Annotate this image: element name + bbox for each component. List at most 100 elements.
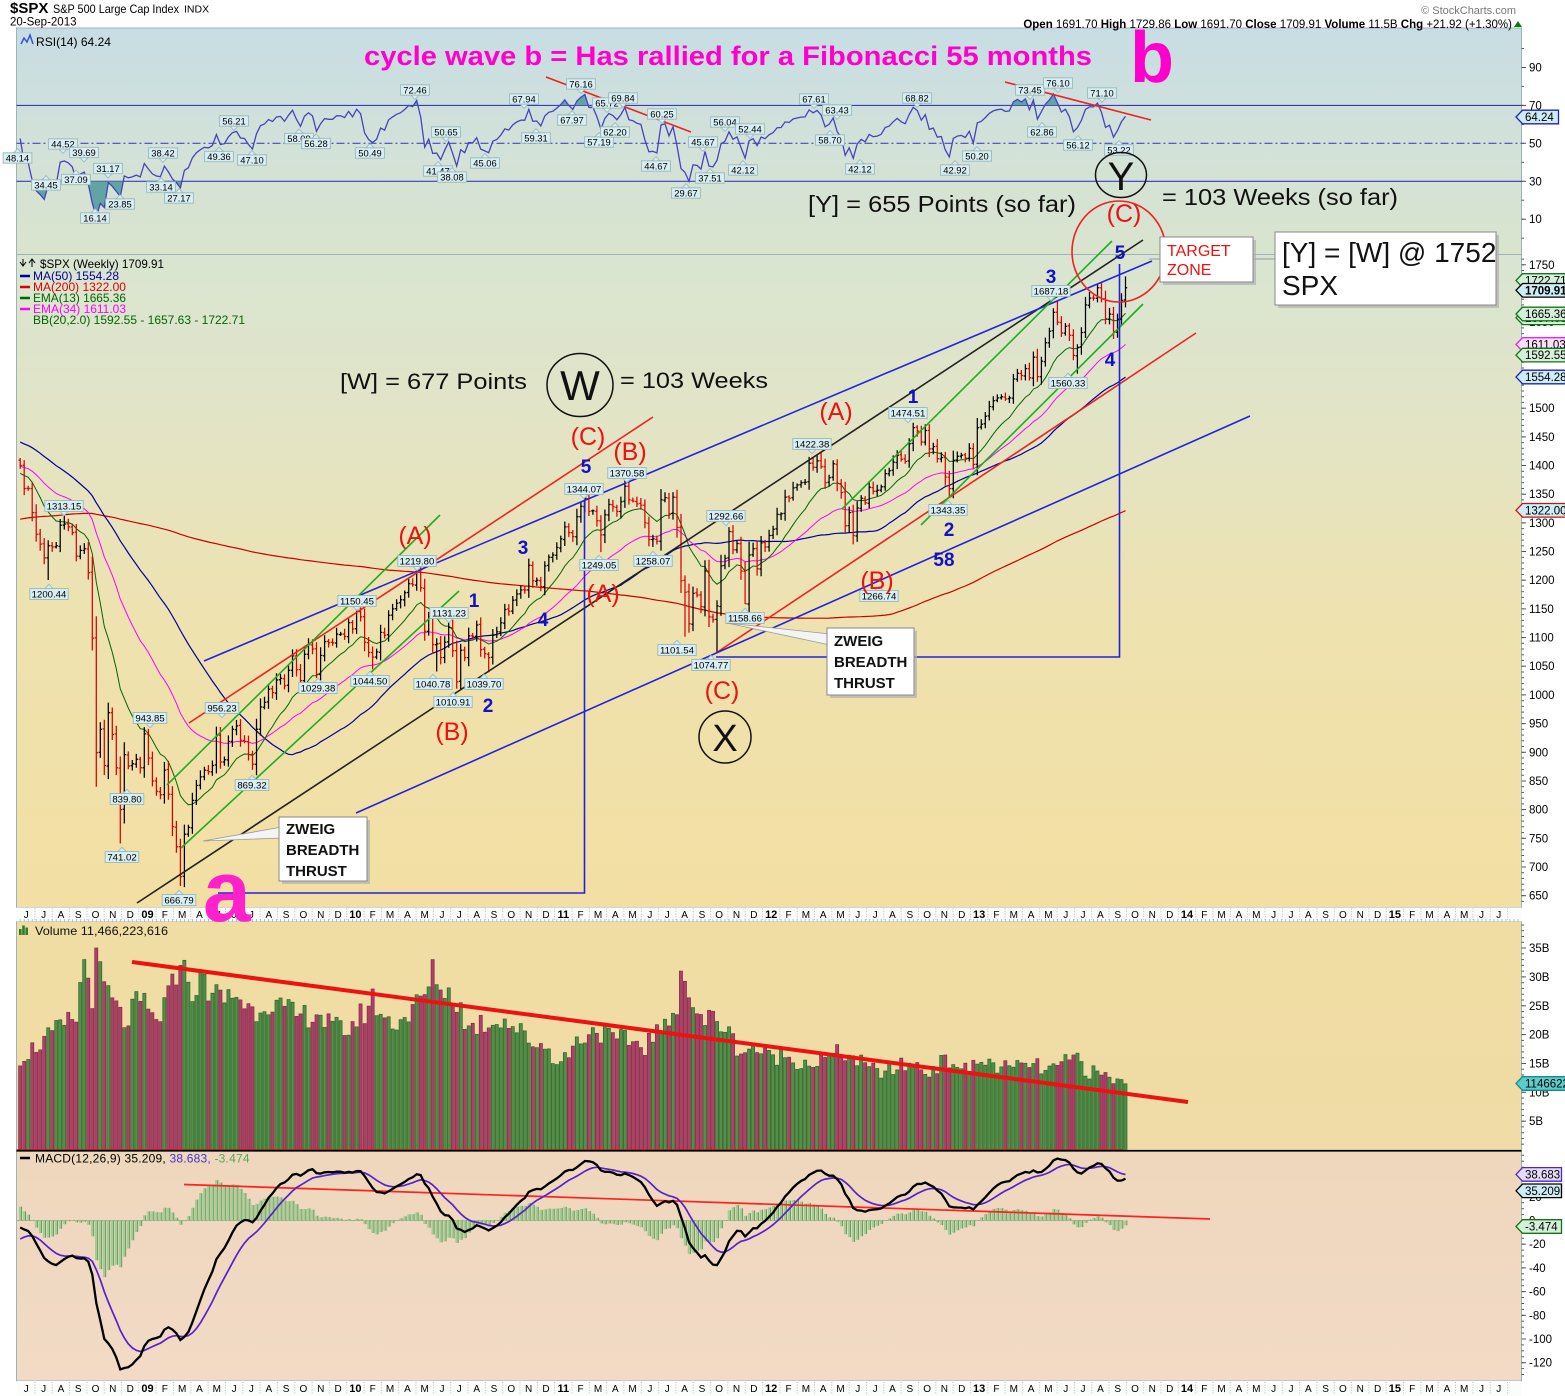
- svg-text:J: J: [1063, 910, 1068, 921]
- svg-text:Open 1691.70 High 1729.86 Low: Open 1691.70 High 1729.86 Low 1691.70 Cl…: [1023, 19, 1512, 31]
- svg-text:4: 4: [1105, 350, 1116, 371]
- svg-text:N: N: [941, 910, 948, 921]
- svg-text:750: 750: [1529, 833, 1548, 845]
- svg-text:J: J: [647, 1384, 652, 1395]
- svg-text:J: J: [1289, 910, 1294, 921]
- svg-text:44.67: 44.67: [644, 160, 667, 171]
- svg-text:O: O: [715, 910, 723, 921]
- svg-text:41.47: 41.47: [426, 165, 449, 176]
- svg-text:N: N: [317, 1384, 324, 1395]
- svg-text:S&P 500 Large Cap Index: S&P 500 Large Cap Index: [53, 2, 179, 16]
- svg-text:A: A: [473, 1384, 480, 1395]
- svg-text:BB(20,2.0) 1592.55 - 1657.63 -: BB(20,2.0) 1592.55 - 1657.63 - 1722.71: [33, 313, 245, 327]
- svg-text:76.10: 76.10: [1046, 77, 1069, 88]
- svg-text:D: D: [127, 1384, 134, 1395]
- svg-text:-100: -100: [1529, 1334, 1552, 1346]
- svg-text:1400: 1400: [1529, 461, 1555, 473]
- svg-text:-60: -60: [1529, 1287, 1546, 1299]
- svg-text:1219.80: 1219.80: [400, 556, 435, 567]
- svg-text:M: M: [386, 910, 394, 921]
- svg-text:839.80: 839.80: [112, 794, 141, 805]
- svg-text:D: D: [1374, 910, 1381, 921]
- svg-text:F: F: [1409, 1384, 1415, 1395]
- svg-text:A: A: [265, 910, 272, 921]
- svg-text:© StockCharts.com: © StockCharts.com: [1421, 5, 1516, 17]
- svg-text:M: M: [421, 1384, 429, 1395]
- svg-text:1010.91: 1010.91: [436, 697, 471, 708]
- svg-text:1687.18: 1687.18: [1034, 286, 1069, 297]
- svg-text:11: 11: [557, 909, 569, 921]
- svg-text:M: M: [1425, 1384, 1433, 1395]
- svg-text:741.02: 741.02: [107, 852, 136, 863]
- svg-text:76.16: 76.16: [569, 78, 592, 89]
- svg-text:M: M: [594, 910, 602, 921]
- svg-text:A: A: [889, 910, 896, 921]
- svg-text:666.79: 666.79: [164, 895, 193, 906]
- svg-text:1709.91: 1709.91: [1525, 285, 1565, 297]
- svg-text:A: A: [1236, 1384, 1243, 1395]
- svg-text:(A): (A): [398, 522, 431, 550]
- svg-text:a: a: [203, 844, 252, 940]
- svg-text:S: S: [1322, 910, 1329, 921]
- svg-text:49.36: 49.36: [207, 151, 230, 162]
- svg-text:M: M: [802, 910, 810, 921]
- svg-text:N: N: [1357, 910, 1364, 921]
- svg-text:70: 70: [1529, 100, 1542, 112]
- svg-text:67.61: 67.61: [802, 93, 825, 104]
- svg-text:(B): (B): [435, 718, 468, 746]
- svg-text:A: A: [820, 1384, 827, 1395]
- svg-text:45.06: 45.06: [473, 157, 496, 168]
- svg-text:1250: 1250: [1529, 547, 1555, 559]
- svg-text:N: N: [109, 1384, 116, 1395]
- svg-text:A: A: [265, 1384, 272, 1395]
- svg-text:35.209: 35.209: [1525, 1186, 1560, 1198]
- svg-text:TARGET: TARGET: [1167, 243, 1231, 260]
- svg-text:1200: 1200: [1529, 575, 1555, 587]
- svg-text:(C): (C): [1107, 200, 1142, 228]
- svg-text:O: O: [300, 1384, 308, 1395]
- svg-text:J: J: [665, 910, 670, 921]
- svg-text:20-Sep-2013: 20-Sep-2013: [10, 17, 77, 29]
- svg-text:ZONE: ZONE: [1167, 262, 1211, 279]
- svg-text:F: F: [993, 1384, 999, 1395]
- svg-text:3: 3: [518, 538, 529, 559]
- svg-text:5: 5: [1115, 243, 1126, 264]
- svg-text:S: S: [75, 910, 82, 921]
- svg-text:F: F: [162, 910, 168, 921]
- svg-text:1039.70: 1039.70: [467, 679, 502, 690]
- svg-text:S: S: [283, 910, 290, 921]
- svg-text:J: J: [457, 910, 462, 921]
- svg-text:J: J: [1271, 910, 1276, 921]
- svg-text:D: D: [542, 910, 549, 921]
- svg-text:1258.07: 1258.07: [636, 556, 671, 567]
- svg-text:F: F: [578, 1384, 584, 1395]
- svg-text:(C): (C): [705, 677, 740, 705]
- svg-text:J: J: [232, 1384, 237, 1395]
- svg-text:30B: 30B: [1529, 972, 1550, 984]
- svg-text:1422.38: 1422.38: [795, 439, 830, 450]
- svg-text:O: O: [507, 910, 515, 921]
- svg-text:45.67: 45.67: [691, 136, 714, 147]
- svg-text:M: M: [1217, 1384, 1225, 1395]
- svg-text:J: J: [232, 910, 237, 921]
- svg-text:$SPX: $SPX: [10, 0, 48, 17]
- svg-text:38.42: 38.42: [151, 147, 174, 158]
- svg-text:M: M: [1252, 1384, 1260, 1395]
- svg-text:O: O: [715, 1384, 723, 1395]
- svg-text:09: 09: [141, 909, 153, 921]
- svg-text:72.46: 72.46: [403, 84, 426, 95]
- svg-text:1074.77: 1074.77: [694, 660, 729, 671]
- svg-text:M: M: [178, 1384, 186, 1395]
- svg-text:1249.05: 1249.05: [582, 560, 617, 571]
- svg-text:O: O: [300, 910, 308, 921]
- svg-text:1: 1: [469, 591, 480, 612]
- svg-text:1: 1: [908, 387, 919, 408]
- svg-text:M: M: [628, 910, 636, 921]
- svg-text:M: M: [1425, 910, 1433, 921]
- svg-text:09: 09: [141, 1383, 153, 1395]
- svg-text:47.10: 47.10: [240, 154, 263, 165]
- svg-text:1040.78: 1040.78: [416, 679, 451, 690]
- svg-text:M: M: [421, 910, 429, 921]
- svg-text:D: D: [1166, 910, 1173, 921]
- svg-text:D: D: [1166, 1384, 1173, 1395]
